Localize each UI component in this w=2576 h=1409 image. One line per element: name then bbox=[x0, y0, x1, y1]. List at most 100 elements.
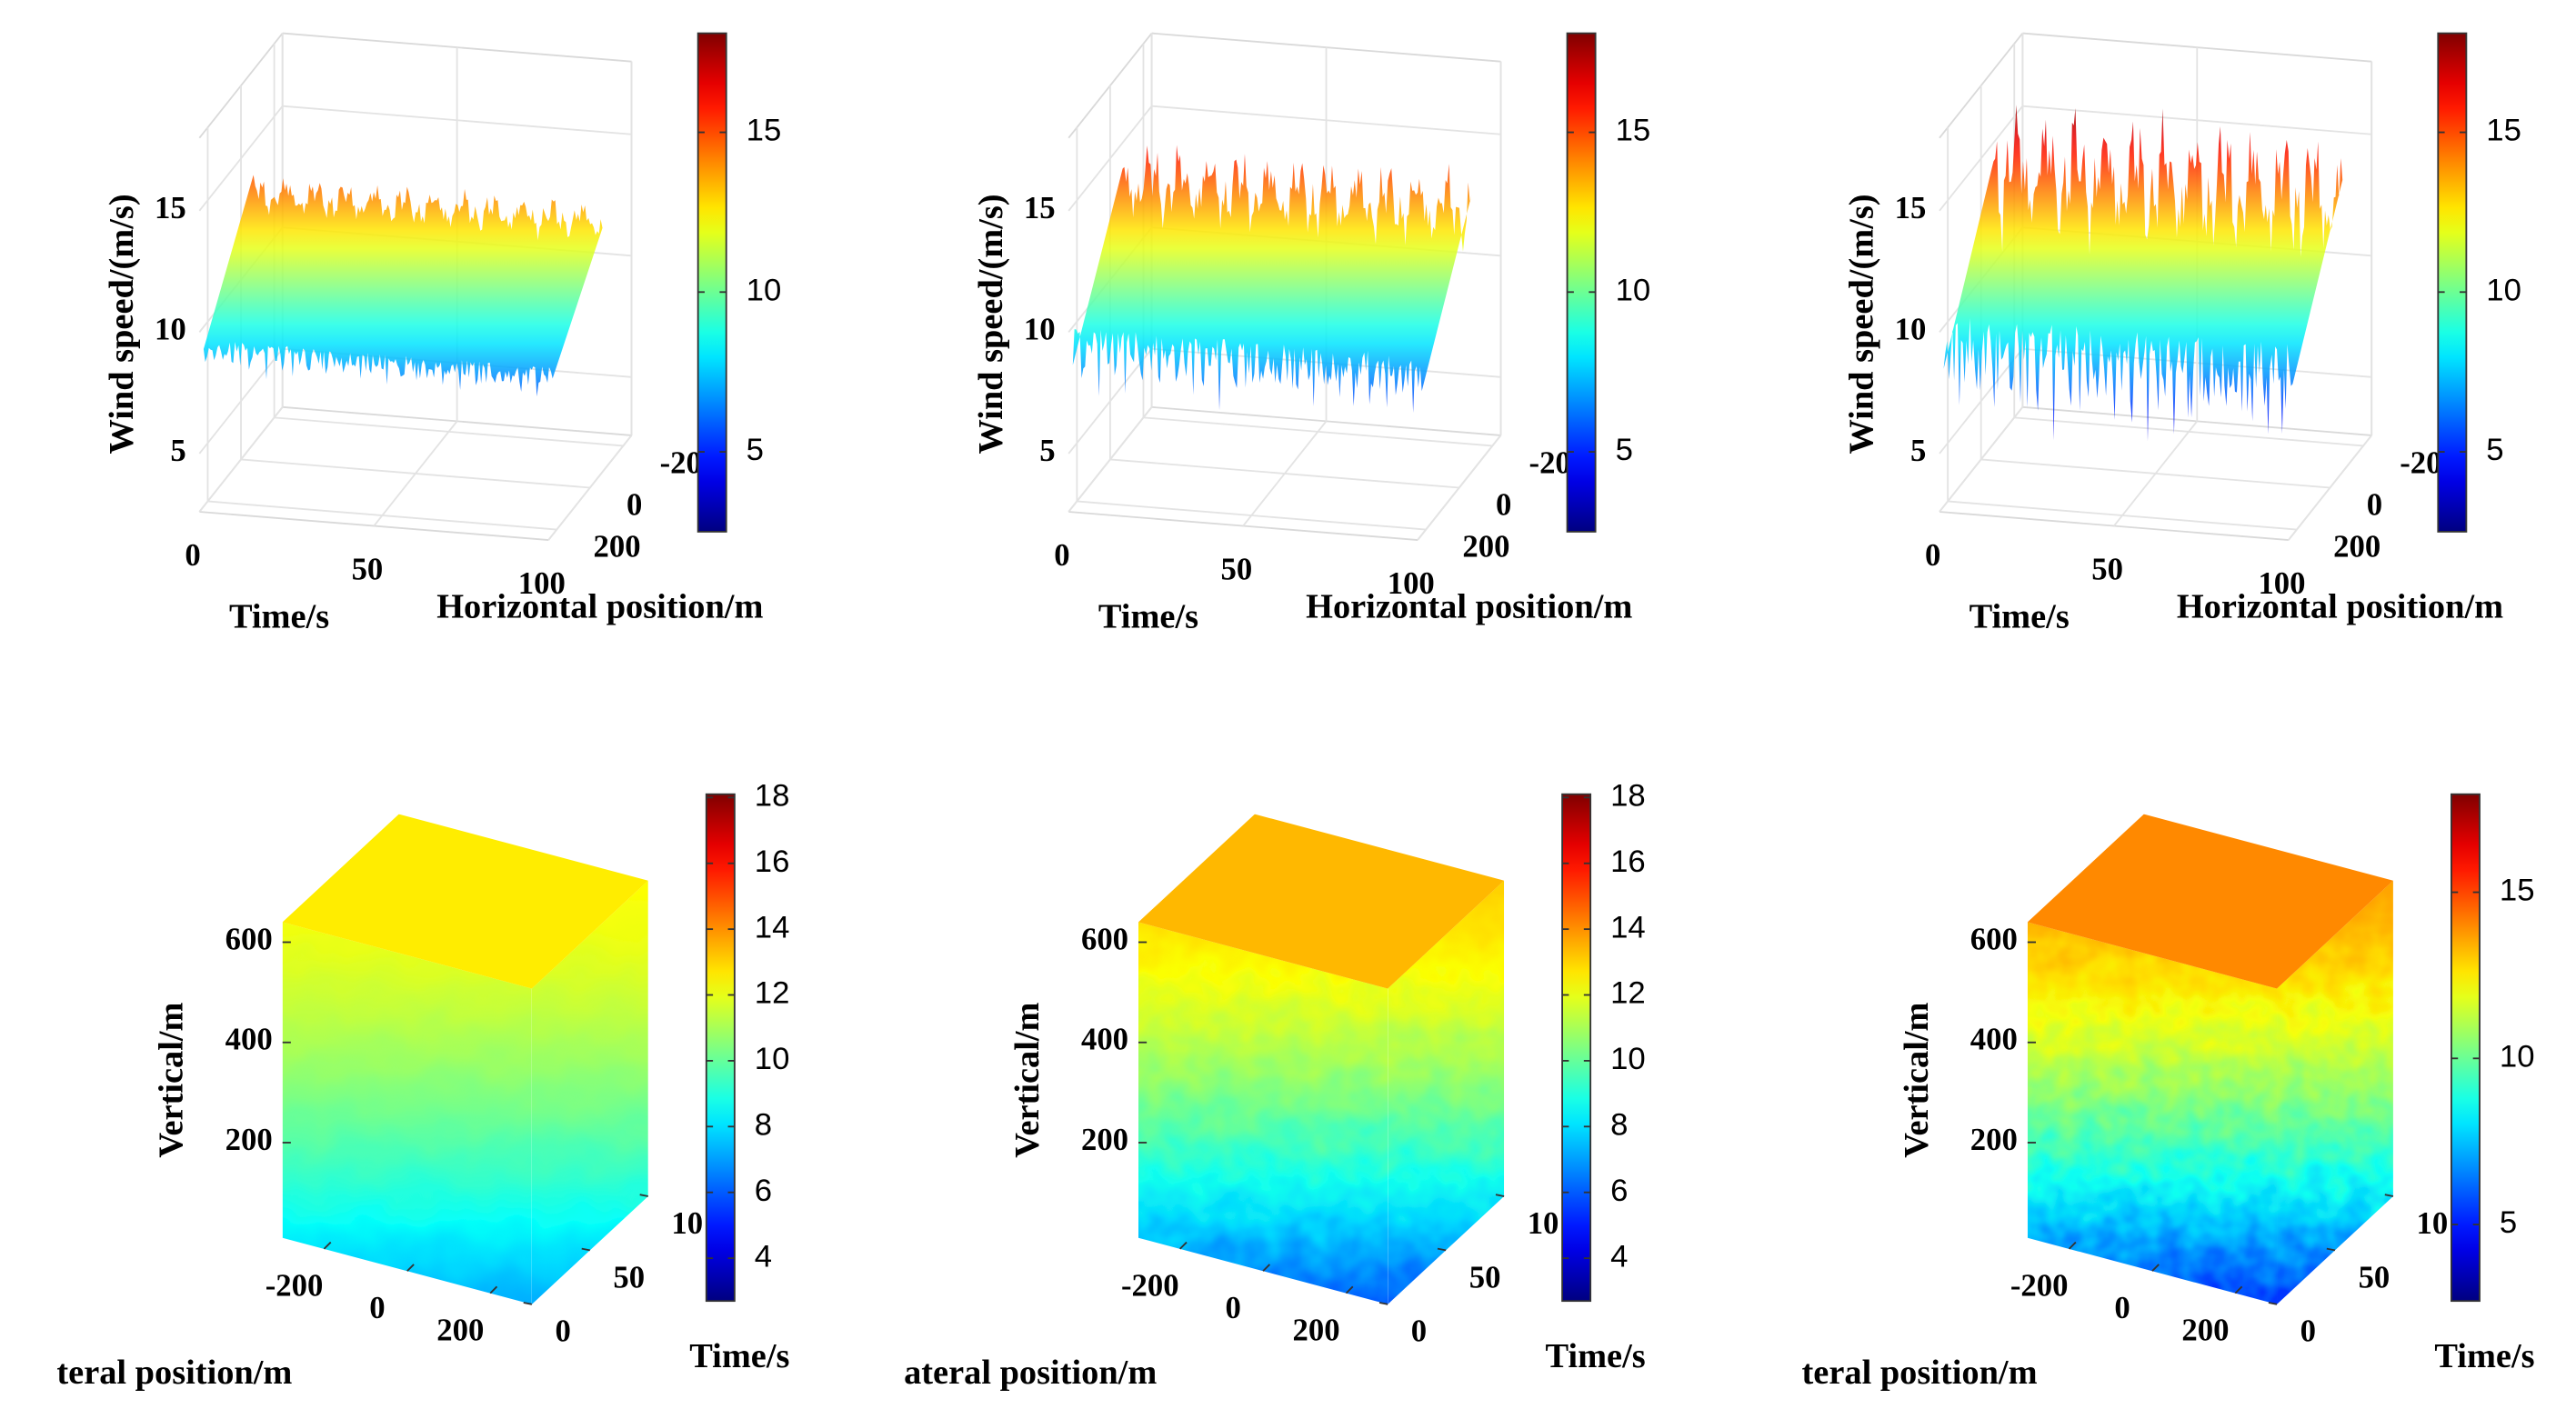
grid-line bbox=[1067, 348, 1153, 455]
wind-surface bbox=[1072, 145, 1472, 414]
x-tick-label: 100 bbox=[518, 565, 566, 601]
x-tick-label: 200 bbox=[2181, 1312, 2229, 1347]
z-tick-label: 400 bbox=[1081, 1022, 1128, 1057]
grid-line bbox=[2022, 105, 2372, 135]
colorbar-tick-label: 16 bbox=[755, 844, 790, 879]
cube-face bbox=[282, 922, 532, 1304]
cube-face bbox=[1388, 880, 1505, 1304]
z-tick-label: 10 bbox=[1024, 311, 1056, 346]
y-tick bbox=[1378, 1302, 1388, 1305]
x-tick-label: 0 bbox=[1226, 1290, 1241, 1325]
x-tick bbox=[2234, 1285, 2243, 1294]
y-tick-label: 10 bbox=[671, 1205, 703, 1241]
grid-line bbox=[198, 348, 284, 455]
y-tick-label: 0 bbox=[1411, 1314, 1427, 1349]
cube-face-fill bbox=[531, 880, 648, 1304]
y-tick-label: 0 bbox=[1496, 486, 1511, 522]
colorbar bbox=[2437, 32, 2468, 533]
colorbar bbox=[705, 793, 736, 1303]
y-tick-label: 50 bbox=[613, 1259, 645, 1294]
grid-line bbox=[282, 105, 632, 135]
z-tick-label: 10 bbox=[1895, 311, 1927, 346]
colorbar-tick-label: 8 bbox=[755, 1107, 772, 1142]
colorbar-tick-label: 12 bbox=[755, 976, 790, 1011]
x-tick-label: 0 bbox=[369, 1290, 385, 1325]
colorbar-tick-label: 5 bbox=[2500, 1205, 2517, 1240]
z-tick-label: 600 bbox=[1081, 921, 1128, 956]
colorbar-tick-label: 5 bbox=[747, 433, 764, 467]
y-axis-label: Horizontal position/m bbox=[436, 588, 763, 626]
x-axis-label: teral position/m bbox=[1802, 1354, 2038, 1392]
y-tick-label: 200 bbox=[1462, 528, 1509, 564]
grid-line bbox=[1077, 500, 1427, 531]
z-tick-label: 600 bbox=[226, 921, 273, 956]
y-axis-label: Time/s bbox=[2434, 1337, 2534, 1375]
grid-line bbox=[1143, 416, 1493, 447]
y-tick-label: 0 bbox=[626, 486, 642, 522]
z-tick-label: 15 bbox=[1895, 190, 1927, 225]
x-axis-label: teral position/m bbox=[56, 1354, 292, 1392]
colorbar-tick-label: 10 bbox=[747, 273, 782, 307]
cube-face-fill bbox=[2027, 922, 2278, 1304]
cube-face bbox=[2027, 922, 2278, 1304]
grid-line bbox=[274, 416, 624, 447]
x-tick-label: 200 bbox=[1293, 1312, 1340, 1347]
x-tick bbox=[2151, 1264, 2160, 1272]
colorbar-tick-label: 18 bbox=[755, 778, 790, 813]
grid-line bbox=[198, 105, 284, 212]
colorbar bbox=[2451, 793, 2481, 1303]
y-axis-label: Horizontal position/m bbox=[2177, 588, 2503, 626]
x-tick bbox=[489, 1285, 498, 1294]
x-tick-label: -200 bbox=[1121, 1268, 1179, 1304]
colorbar-tick-label: 10 bbox=[2486, 273, 2521, 307]
grid-line bbox=[2014, 416, 2364, 447]
x-axis-label: ateral position/m bbox=[904, 1354, 1157, 1392]
x-tick bbox=[1345, 1285, 1354, 1294]
x-tick-label: 50 bbox=[352, 552, 384, 587]
x-tick-label: -200 bbox=[266, 1268, 324, 1304]
x-tick bbox=[1179, 1241, 1188, 1250]
x-tick-label: 100 bbox=[1388, 565, 1435, 601]
y-tick bbox=[639, 1194, 648, 1197]
y-axis-label: Horizontal position/m bbox=[1306, 588, 1632, 626]
z-tick-label: 5 bbox=[1910, 433, 1926, 468]
x-tick bbox=[1262, 1264, 1271, 1272]
x-tick-label: 100 bbox=[2258, 565, 2305, 601]
z-axis-label: Vertical/m bbox=[153, 1002, 191, 1157]
colorbar-tick-label: 18 bbox=[1610, 778, 1646, 813]
y-tick-label: 0 bbox=[2367, 486, 2382, 522]
y-tick bbox=[581, 1247, 591, 1252]
y-tick bbox=[2384, 1194, 2394, 1197]
x-tick bbox=[2068, 1241, 2077, 1250]
z-tick-label: 200 bbox=[226, 1122, 273, 1157]
colorbar-tick-label: 6 bbox=[755, 1174, 772, 1208]
y-tick bbox=[2326, 1247, 2336, 1252]
y-tick bbox=[523, 1302, 533, 1305]
z-tick-label: 200 bbox=[1970, 1122, 2018, 1157]
colorbar bbox=[1566, 32, 1597, 533]
z-tick-label: 600 bbox=[1970, 921, 2018, 956]
grid-line bbox=[1980, 458, 2330, 489]
colorbar bbox=[1561, 793, 1592, 1303]
colorbar-tick-label: 16 bbox=[1610, 844, 1646, 879]
y-tick bbox=[1437, 1247, 1447, 1252]
colorbar bbox=[697, 32, 727, 533]
z-tick-label: 400 bbox=[1970, 1022, 2018, 1057]
colorbar-tick-label: 4 bbox=[755, 1239, 772, 1274]
grid-line bbox=[1939, 105, 2024, 212]
z-tick-label: 5 bbox=[170, 433, 185, 468]
grid-line bbox=[1939, 348, 2024, 455]
colorbar-tick-label: 10 bbox=[2500, 1039, 2535, 1074]
y-tick bbox=[1495, 1194, 1505, 1197]
x-tick-label: 0 bbox=[1054, 537, 1069, 573]
cube-face bbox=[531, 880, 648, 1304]
colorbar-tick-label: 10 bbox=[1616, 273, 1651, 307]
cube-face bbox=[2277, 880, 2393, 1304]
y-tick-label: -20 bbox=[660, 445, 702, 480]
y-tick-label: 0 bbox=[2300, 1314, 2316, 1349]
z-tick-label: 15 bbox=[1024, 190, 1056, 225]
grid-line bbox=[1067, 105, 1153, 212]
x-tick-label: 0 bbox=[1925, 537, 1940, 573]
